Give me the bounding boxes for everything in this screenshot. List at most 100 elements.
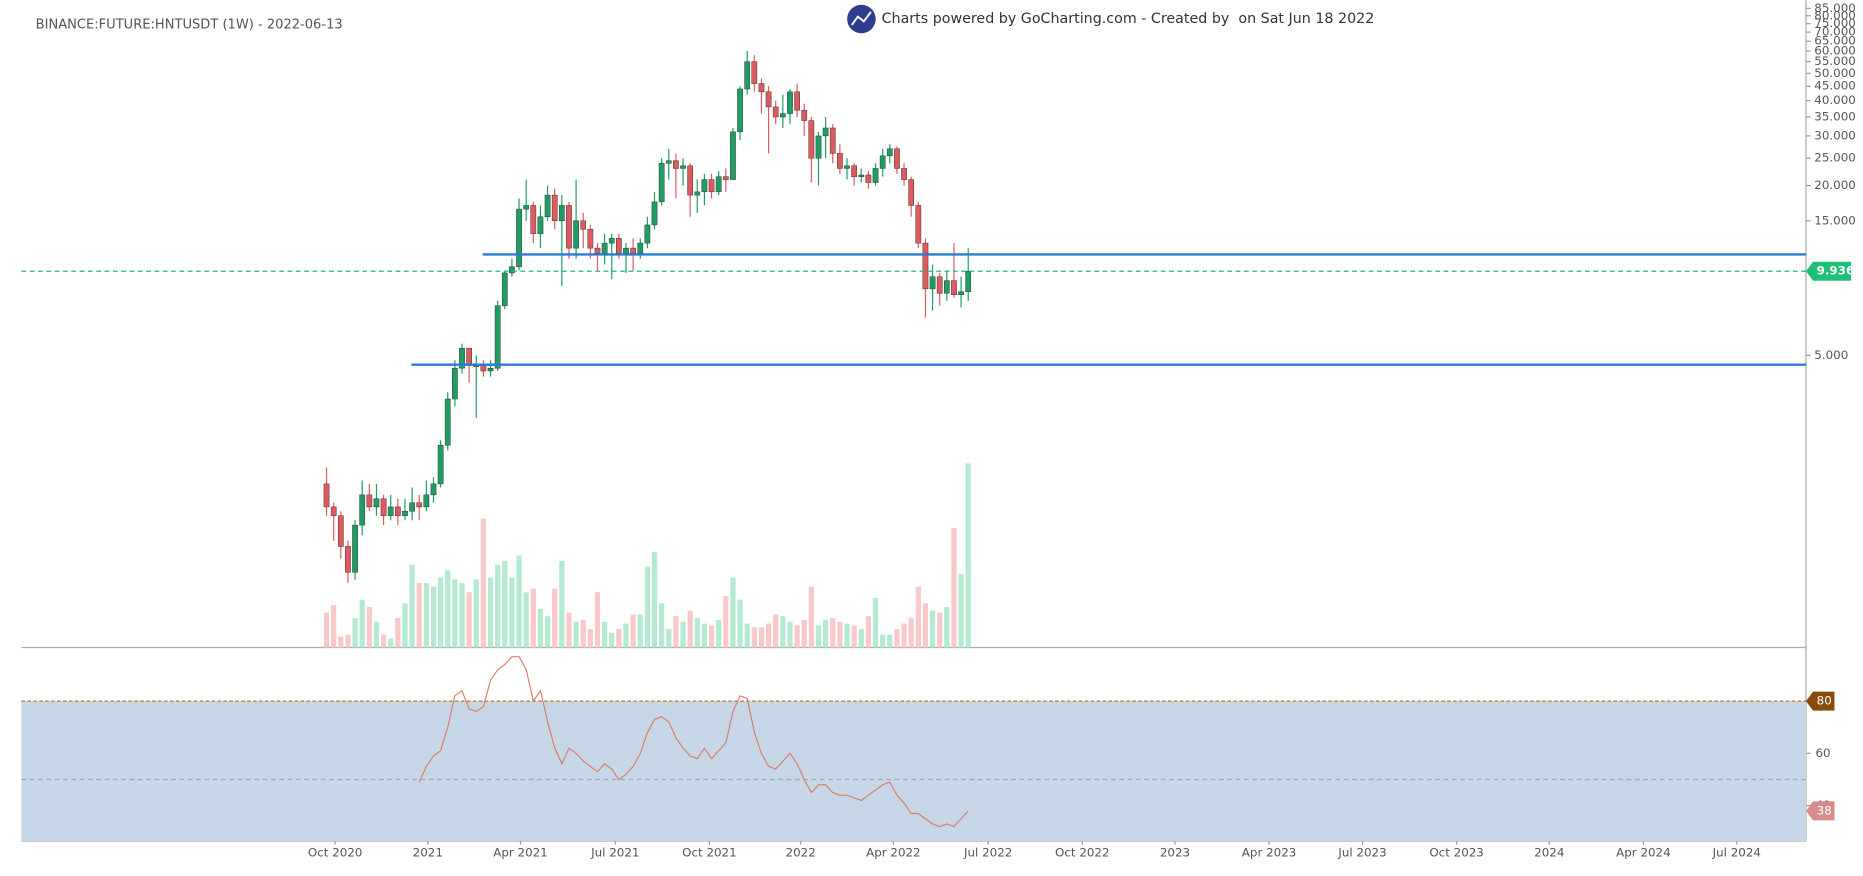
candle-body <box>366 494 373 508</box>
candle-body <box>815 135 822 159</box>
candle-body <box>423 494 430 508</box>
candle-body <box>787 91 793 114</box>
candle-body <box>587 228 594 249</box>
candle-body <box>537 216 544 234</box>
candle-body <box>466 347 472 366</box>
rsi-band <box>21 701 1806 842</box>
volume-bar <box>837 621 843 648</box>
volume-bar <box>737 599 743 648</box>
rsi-line <box>418 656 969 828</box>
volume-bar <box>758 627 765 648</box>
candle-body <box>722 176 729 180</box>
candle-body <box>958 291 964 295</box>
volume-bar <box>951 527 957 648</box>
candle-body <box>637 242 644 254</box>
volume-bar <box>480 518 487 648</box>
candle-body <box>715 176 722 193</box>
candle-body <box>623 247 629 254</box>
y-tick-label: 80.000 <box>1814 8 1856 22</box>
candle-body <box>879 155 886 169</box>
candle-body <box>772 106 779 118</box>
y-tick-label: 60.000 <box>1814 44 1856 58</box>
x-tick-label: Apr 2022 <box>866 846 921 860</box>
candle-body <box>558 205 565 222</box>
volume-bar <box>552 588 558 648</box>
credit: Charts powered by GoCharting.com - Creat… <box>882 11 1375 27</box>
volume-bar <box>716 619 722 648</box>
volume-bar <box>587 629 593 648</box>
candle-body <box>801 109 808 121</box>
volume-bar <box>416 583 422 648</box>
volume-bar <box>430 586 437 648</box>
volume-bar <box>530 588 536 648</box>
volume-bar <box>887 634 893 648</box>
candle-body <box>594 247 601 254</box>
x-tick-label: Apr 2024 <box>1616 846 1671 860</box>
volume-bar <box>601 621 608 648</box>
candle-body <box>380 498 387 516</box>
volume-bar <box>944 607 950 648</box>
candle-body <box>501 272 508 306</box>
volume-bar <box>844 623 850 648</box>
candle-body <box>494 305 501 369</box>
volume-bar <box>487 577 494 648</box>
y-tick-label: 75.000 <box>1814 16 1856 30</box>
candle-body <box>865 174 872 183</box>
candle-body <box>452 367 458 400</box>
candle-body <box>330 506 337 516</box>
volume-bar <box>773 614 779 648</box>
volume-bar <box>388 638 394 648</box>
candle-body <box>402 510 408 516</box>
volume-bar <box>858 629 864 648</box>
y-tick-label: 25.000 <box>1814 151 1856 165</box>
volume-bar <box>559 560 565 648</box>
volume-bar <box>338 636 344 648</box>
candle-body <box>616 238 622 254</box>
y-tick-label: 85.000 <box>1814 1 1856 15</box>
candle-body <box>751 61 758 84</box>
volume-bar <box>894 629 900 648</box>
candle-body <box>544 194 551 218</box>
candle-body <box>573 220 579 249</box>
volume-bar <box>880 634 886 648</box>
y-tick-label: 55.000 <box>1814 54 1856 68</box>
x-tick-label: 2021 <box>413 846 443 860</box>
volume-bar <box>438 577 444 648</box>
candle-body <box>416 502 423 508</box>
y-tick-label: 20.000 <box>1814 178 1856 192</box>
y-tick-label: 30.000 <box>1814 128 1856 142</box>
y-tick-label: 45.000 <box>1814 79 1856 93</box>
candle-body <box>580 220 587 230</box>
rsi-last-box <box>1805 801 1835 821</box>
volume-bar <box>495 564 501 648</box>
volume-bar <box>922 603 929 648</box>
volume-bar <box>395 618 401 648</box>
candle-body <box>665 160 672 164</box>
volume-bar <box>901 623 907 648</box>
overbought-label: 80 <box>1817 694 1832 708</box>
candle-body <box>687 165 694 196</box>
x-tick-label: 2024 <box>1534 846 1564 860</box>
candle-body <box>459 347 465 369</box>
volume-bar <box>537 608 544 648</box>
candle-body <box>765 91 772 108</box>
volume-bar <box>423 583 429 648</box>
volume-bar <box>566 612 572 648</box>
candle-body <box>808 120 815 159</box>
candle-body <box>651 201 658 226</box>
candle-body <box>915 205 922 244</box>
volume-bar <box>815 625 822 648</box>
volume-bar <box>452 579 458 648</box>
candle-body <box>373 498 380 508</box>
volume-bar <box>659 603 665 648</box>
volume-bar <box>366 607 372 648</box>
x-tick-label: Jul 2023 <box>1337 846 1386 860</box>
volume-bar <box>965 463 971 648</box>
volume-bar <box>523 592 529 648</box>
volume-bar <box>687 610 693 648</box>
candle-body <box>394 506 401 516</box>
volume-bar <box>744 623 750 648</box>
volume-bar <box>594 592 601 648</box>
volume-bar <box>673 616 679 648</box>
